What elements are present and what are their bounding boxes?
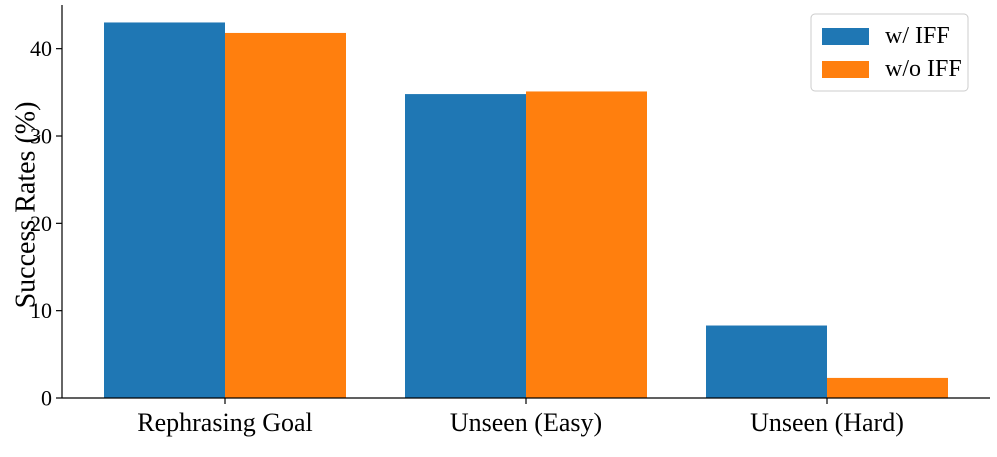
x-tick-label: Unseen (Hard) <box>750 408 904 437</box>
bar-wo-iff-2 <box>827 377 948 398</box>
legend-label-w-iff: w/ IFF <box>885 23 950 49</box>
x-ticks-group: Rephrasing Goal Unseen (Easy) Unseen (Hard… <box>137 398 904 437</box>
y-tick-label: 0 <box>41 386 52 411</box>
legend-label-wo-iff: w/o IFF <box>885 56 962 82</box>
bar-w-iff-2 <box>706 325 827 398</box>
bar-w-iff-0 <box>104 22 225 398</box>
legend-swatch-w-iff <box>822 28 869 45</box>
y-tick-label: 40 <box>30 36 52 61</box>
bar-w-iff-1 <box>405 94 526 398</box>
y-tick-label: 30 <box>30 124 52 149</box>
y-tick-label: 20 <box>30 211 52 236</box>
legend-swatch-wo-iff <box>822 61 869 78</box>
legend: w/ IFF w/o IFF <box>810 13 969 92</box>
y-tick-label: 10 <box>30 298 52 323</box>
bar-wo-iff-1 <box>526 91 647 399</box>
x-tick-label: Unseen (Easy) <box>450 408 602 437</box>
x-tick-label: Rephrasing Goal <box>137 408 312 437</box>
y-axis-title: Success Rates (%) <box>10 102 41 309</box>
bars-group <box>104 22 948 399</box>
bar-wo-iff-0 <box>225 32 346 399</box>
y-ticks-group: 0 10 20 30 40 <box>30 36 62 411</box>
